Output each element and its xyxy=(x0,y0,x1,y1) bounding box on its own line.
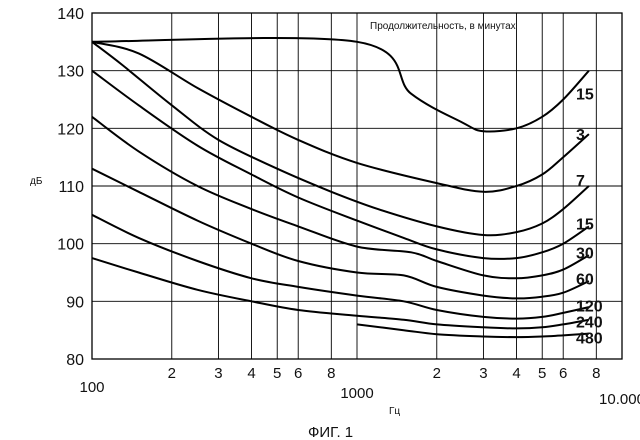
y-ticks: 80 90 100 110 120 130 140 xyxy=(57,6,84,369)
x-axis-label: Гц xyxy=(389,406,400,417)
series-line-120 xyxy=(92,215,589,319)
y-tick-label: 100 xyxy=(57,237,84,254)
x-tick-label: 8 xyxy=(592,365,600,382)
x-tick-label: 2 xyxy=(168,365,176,382)
series-line-30 xyxy=(92,117,589,278)
x-ticks: 100234568100023456810.000 xyxy=(79,365,640,408)
x-tick-label: 100 xyxy=(79,379,104,396)
x-tick-label: 8 xyxy=(327,365,335,382)
x-tick-label: 1000 xyxy=(340,385,373,402)
series-label-240: 240 xyxy=(576,315,603,332)
series-label-120: 120 xyxy=(576,298,603,315)
x-tick-label: 6 xyxy=(559,365,567,382)
y-tick-label: 140 xyxy=(57,6,84,23)
y-tick-label: 80 xyxy=(66,352,84,369)
series-line-15 xyxy=(92,38,589,132)
y-tick-label: 130 xyxy=(57,64,84,81)
series-label-60: 60 xyxy=(576,271,594,288)
series-label-480: 480 xyxy=(576,331,603,348)
figure-caption: ФИГ. 1 xyxy=(308,424,353,440)
chart-title: Продолжительность, в минутах xyxy=(370,21,516,32)
grid xyxy=(92,13,622,359)
chart-figure: 8090100110120130140 10023456810002345681… xyxy=(0,0,640,440)
y-tick-label: 90 xyxy=(66,294,84,311)
x-tick-label: 4 xyxy=(247,365,255,382)
series-label-7: 7 xyxy=(576,173,585,190)
x-tick-label: 5 xyxy=(273,365,281,382)
series-line-15 xyxy=(92,71,589,259)
x-tick-label: 3 xyxy=(214,365,222,382)
y-tick-label: 120 xyxy=(57,121,84,138)
series-label-15: 15 xyxy=(576,216,594,233)
series-group xyxy=(92,38,589,337)
series-label-30: 30 xyxy=(576,245,594,262)
y-axis-label: дБ xyxy=(30,176,43,187)
x-tick-label: 5 xyxy=(538,365,546,382)
series-label-15: 15 xyxy=(576,87,594,104)
x-tick-label: 3 xyxy=(479,365,487,382)
series-labels: 15 3 7 15 30 60 120240480 xyxy=(576,87,603,348)
x-tick-label: 2 xyxy=(433,365,441,382)
series-label-3: 3 xyxy=(576,127,585,144)
x-tick-label: 10.000 xyxy=(599,391,640,408)
x-tick-label: 6 xyxy=(294,365,302,382)
x-tick-label: 4 xyxy=(512,365,520,382)
y-tick-label: 110 xyxy=(58,179,84,196)
